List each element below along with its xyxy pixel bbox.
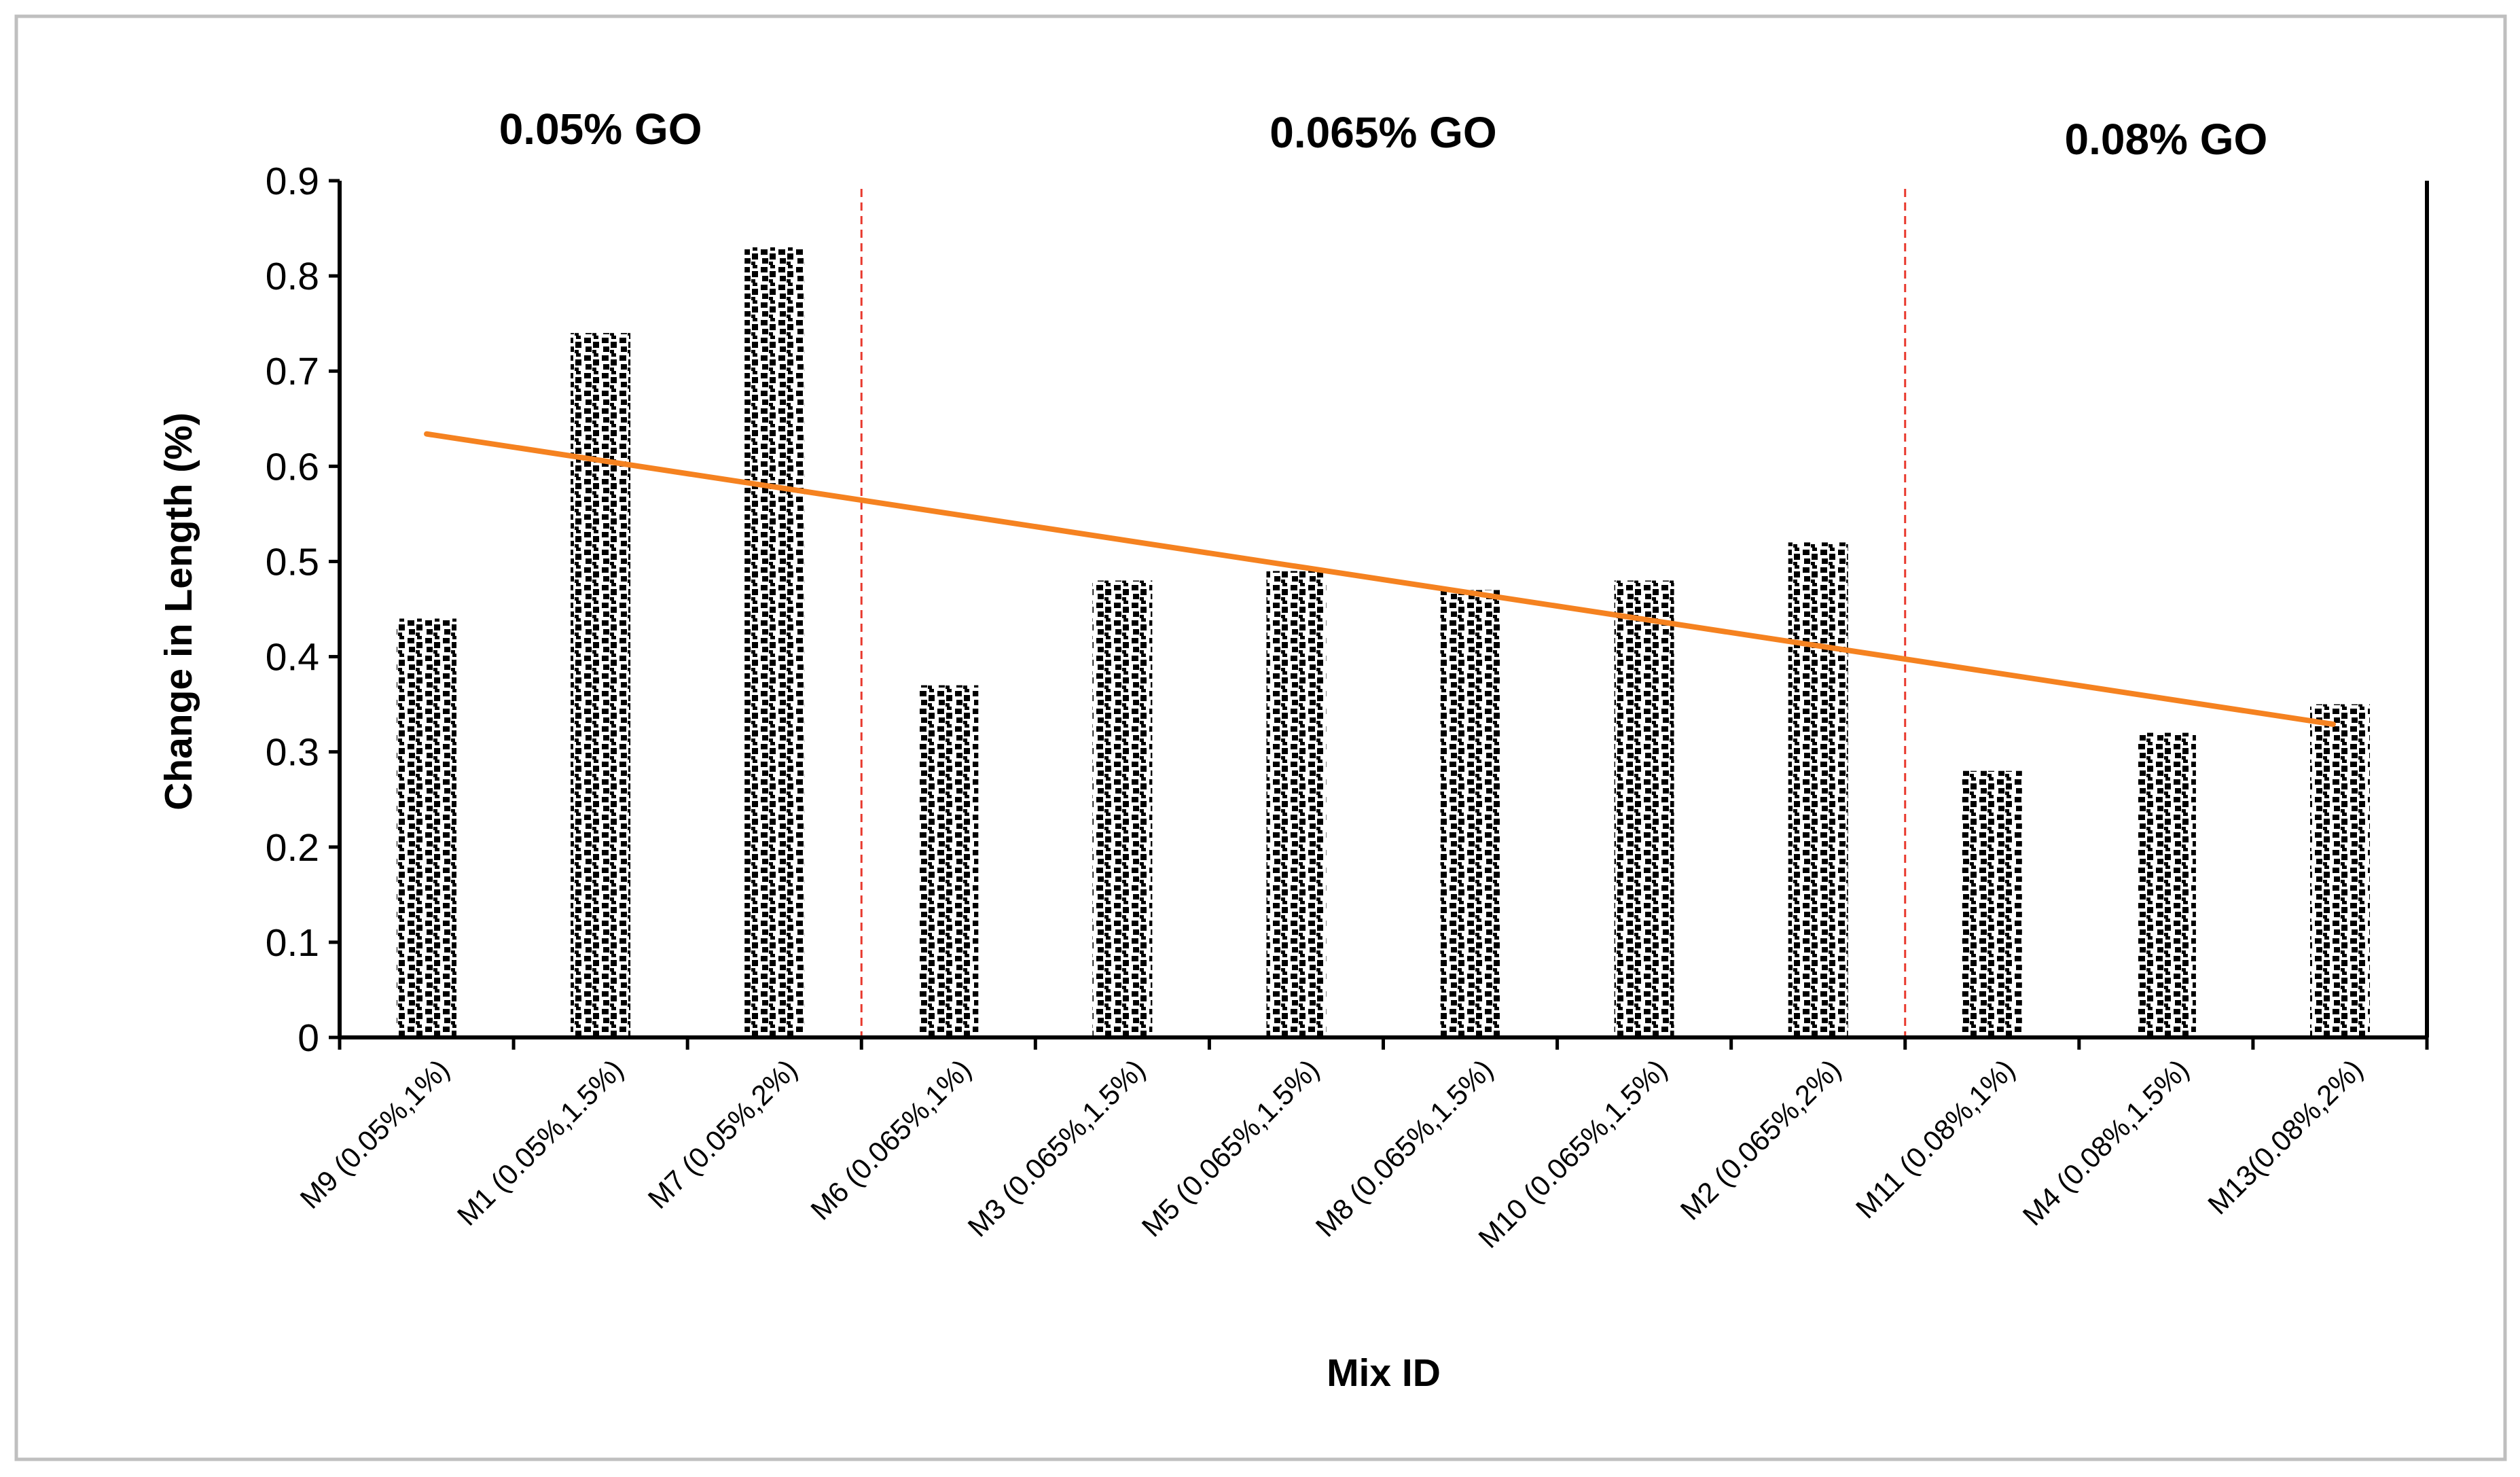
bar-7: [1440, 590, 1500, 1037]
y-tick-label: 0.9: [266, 160, 319, 203]
y-tick-label: 0.1: [266, 921, 319, 965]
bar-12: [2310, 704, 2370, 1037]
y-tick-label: 0.7: [266, 350, 319, 393]
bar-9: [1788, 542, 1848, 1037]
bar-10: [1962, 770, 2022, 1037]
y-tick-label: 0.8: [266, 255, 319, 298]
y-axis-title: Change in Length (%): [157, 412, 200, 811]
bar-6: [1266, 571, 1327, 1037]
x-axis-title: Mix ID: [1327, 1351, 1441, 1395]
y-tick-label: 0.2: [266, 826, 319, 870]
y-tick-label: 0: [298, 1016, 319, 1060]
bar-1: [397, 618, 456, 1037]
y-tick-label: 0.4: [266, 636, 319, 679]
bar-3: [744, 247, 805, 1038]
group-label-1: 0.05% GO: [499, 105, 702, 154]
y-tick-label: 0.6: [266, 445, 319, 488]
group-label-2: 0.065% GO: [1270, 108, 1496, 157]
y-tick-label: 0.5: [266, 540, 319, 584]
bar-5: [1092, 580, 1153, 1037]
bar-4: [918, 685, 979, 1037]
bar-8: [1614, 580, 1674, 1037]
trend-line: [424, 431, 2336, 727]
chart-frame: [14, 14, 2507, 1461]
y-tick-label: 0.3: [266, 731, 319, 775]
bar-2: [571, 333, 631, 1038]
group-label-3: 0.08% GO: [2064, 115, 2267, 164]
bar-11: [2136, 732, 2196, 1037]
